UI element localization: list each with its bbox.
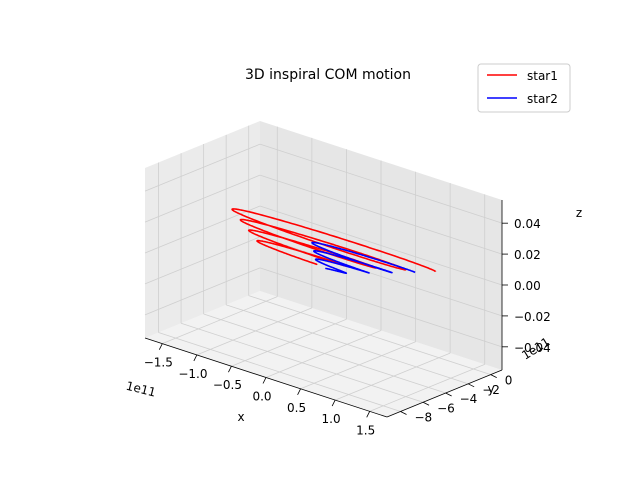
y-axis-tick-label: −4 bbox=[460, 392, 478, 406]
chart-title: 3D inspiral COM motion bbox=[245, 67, 411, 83]
z-axis-tick-label: 0.04 bbox=[514, 217, 541, 231]
x-axis-tick-label: −0.5 bbox=[213, 378, 242, 392]
x-axis-tick-label: 0.0 bbox=[252, 390, 271, 404]
y-axis-tick bbox=[422, 401, 430, 406]
legend: star1 star2 bbox=[477, 63, 571, 113]
y-axis-tick bbox=[467, 383, 475, 388]
y-axis-tick-label: −2 bbox=[482, 383, 500, 397]
floor-gridline-y bbox=[180, 322, 424, 403]
x-axis-tick-label: 1.0 bbox=[322, 412, 341, 426]
back-wall-gridline-z bbox=[259, 143, 503, 224]
x-axis-tick-label: 1.5 bbox=[356, 423, 375, 437]
y-axis-tick bbox=[400, 411, 407, 415]
x-axis-tick-label: −1.5 bbox=[144, 356, 173, 370]
x-axis-tick bbox=[158, 343, 163, 350]
z-axis-label: z bbox=[576, 206, 582, 220]
left-wall-gridline-z bbox=[144, 143, 261, 192]
legend-label-star2: star2 bbox=[527, 92, 558, 106]
left-wall-gridline-z bbox=[144, 267, 261, 316]
back-wall-gridline-z bbox=[259, 267, 503, 348]
z-axis-tick-label: 0.02 bbox=[514, 248, 541, 262]
axes-gridlines bbox=[144, 125, 503, 412]
floor-gridline-x bbox=[265, 330, 382, 378]
axis-ticks: −1.5 −1.0 −0.5 0.0 0.5 1.0 1.5 0 −2 −4 −6 −8 0.04 0.0… bbox=[144, 217, 551, 437]
floor-gridline-x bbox=[231, 318, 347, 367]
x-axis-tick bbox=[297, 388, 301, 395]
plot-series bbox=[231, 208, 437, 275]
legend-label-star1: star1 bbox=[527, 69, 558, 83]
series-line-star2 bbox=[311, 241, 416, 275]
floor-gridline-y bbox=[226, 304, 469, 385]
z-axis-tick-label: 0.00 bbox=[514, 279, 541, 293]
x-axis-tick bbox=[228, 366, 232, 373]
floor-gridline-y bbox=[203, 313, 446, 394]
floor-gridline-x bbox=[369, 363, 485, 412]
y-axis-label: y bbox=[487, 382, 494, 396]
z-axis-tick-label: −0.04 bbox=[514, 341, 551, 355]
y-axis-tick-label: −8 bbox=[415, 411, 433, 425]
y-axis-tick bbox=[445, 392, 452, 397]
z-axis-tick-label: −0.02 bbox=[514, 310, 551, 324]
floor-gridline-x bbox=[196, 307, 313, 356]
x-axis-tick bbox=[262, 377, 267, 384]
floor-gridline-y bbox=[248, 295, 491, 375]
x-axis-tick bbox=[193, 354, 198, 362]
legend-box bbox=[477, 63, 571, 113]
x-axis-label: x bbox=[237, 410, 244, 424]
y-axis-tick-label: 0 bbox=[505, 374, 513, 388]
x-axis-tick-label: 0.5 bbox=[287, 401, 306, 415]
left-wall-gridline-z bbox=[144, 174, 261, 223]
left-wall-gridline-z bbox=[144, 236, 261, 285]
x-axis-tick bbox=[366, 411, 371, 418]
x-axis-tick bbox=[331, 399, 336, 407]
y-axis-line bbox=[386, 369, 503, 418]
back-wall-gridline-z bbox=[259, 174, 503, 255]
back-wall-gridline-z bbox=[259, 205, 503, 286]
y-axis-tick-label: −6 bbox=[437, 401, 455, 415]
back-wall-gridline-z bbox=[259, 236, 503, 317]
floor-gridline-x bbox=[162, 296, 278, 345]
floor-gridline-x bbox=[334, 352, 451, 401]
y-axis-tick bbox=[490, 374, 497, 378]
x-axis-tick-label: −1.0 bbox=[178, 367, 207, 381]
floor-gridline-x bbox=[300, 341, 416, 390]
floor-gridline-y bbox=[158, 332, 401, 412]
